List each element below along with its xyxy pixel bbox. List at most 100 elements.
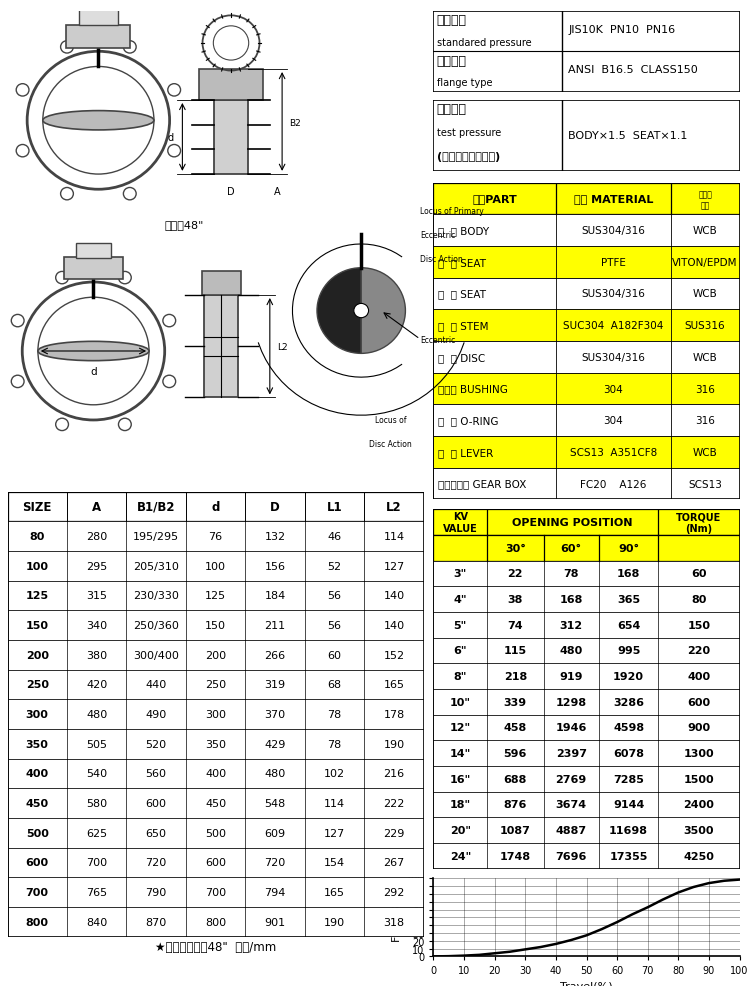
- Bar: [433, 587, 740, 612]
- Text: 140: 140: [383, 620, 404, 630]
- Text: 400: 400: [26, 769, 49, 779]
- Bar: [8, 699, 424, 730]
- Bar: [8, 759, 424, 789]
- Text: VITON/EPDM: VITON/EPDM: [672, 257, 738, 267]
- Text: BODY×1.5  SEAT×1.1: BODY×1.5 SEAT×1.1: [568, 131, 688, 141]
- Text: ANSI  B16.5  CLASS150: ANSI B16.5 CLASS150: [568, 65, 698, 75]
- Text: 700: 700: [26, 887, 49, 897]
- X-axis label: Travel(%): Travel(%): [560, 981, 613, 986]
- Text: 300: 300: [206, 709, 226, 720]
- Bar: [8, 669, 424, 699]
- Bar: [433, 215, 740, 246]
- Bar: [8, 878, 424, 907]
- Text: 505: 505: [86, 740, 107, 749]
- Text: 765: 765: [86, 887, 107, 897]
- Text: 4598: 4598: [613, 723, 644, 733]
- Text: 500: 500: [26, 828, 49, 838]
- Circle shape: [61, 41, 74, 54]
- Circle shape: [11, 376, 24, 388]
- Text: SUS304/316: SUS304/316: [581, 289, 645, 299]
- Bar: [205, 296, 238, 398]
- Text: 22: 22: [508, 569, 523, 579]
- Bar: [8, 551, 424, 581]
- Text: d: d: [211, 500, 220, 514]
- Text: 1087: 1087: [500, 825, 531, 835]
- Text: 24": 24": [450, 851, 471, 861]
- Text: 3": 3": [454, 569, 467, 579]
- Text: 60: 60: [328, 650, 341, 660]
- Text: SCS13  A351CF8: SCS13 A351CF8: [570, 448, 657, 458]
- Text: 168: 168: [560, 595, 583, 604]
- Circle shape: [118, 272, 131, 285]
- Text: KV
VALUE: KV VALUE: [443, 512, 478, 533]
- Text: 12": 12": [450, 723, 471, 733]
- Text: 114: 114: [383, 531, 404, 541]
- Text: 150: 150: [688, 620, 710, 630]
- Wedge shape: [362, 268, 406, 354]
- Text: D: D: [227, 186, 235, 196]
- Text: SUC304  A182F304: SUC304 A182F304: [563, 320, 664, 331]
- Text: 220: 220: [688, 646, 710, 656]
- Text: 156: 156: [265, 561, 286, 571]
- Text: 267: 267: [383, 858, 405, 868]
- Text: 材質: 材質: [700, 201, 709, 210]
- Text: JIS10K  PN10  PN16: JIS10K PN10 PN16: [568, 25, 675, 35]
- Text: 17355: 17355: [610, 851, 648, 861]
- Bar: [433, 468, 740, 500]
- Text: standared pressure: standared pressure: [436, 37, 531, 47]
- Text: 266: 266: [265, 650, 286, 660]
- Bar: [433, 689, 740, 715]
- Text: Eccentric: Eccentric: [420, 231, 455, 240]
- Text: 790: 790: [146, 887, 166, 897]
- Text: 720: 720: [146, 858, 166, 868]
- Text: 688: 688: [504, 774, 527, 784]
- Text: 固定片 BUSHING: 固定片 BUSHING: [438, 385, 508, 394]
- Text: 490: 490: [146, 709, 166, 720]
- Text: 125: 125: [205, 591, 226, 600]
- Text: 46: 46: [328, 531, 341, 541]
- Text: 700: 700: [86, 858, 107, 868]
- Bar: [8, 848, 424, 878]
- Text: 600: 600: [688, 697, 710, 707]
- Text: 68: 68: [328, 679, 341, 689]
- Text: 52: 52: [328, 561, 341, 571]
- Text: 292: 292: [383, 887, 405, 897]
- Text: B1/B2: B1/B2: [137, 500, 176, 514]
- Text: 318: 318: [383, 917, 404, 927]
- Circle shape: [163, 316, 176, 327]
- Text: 720: 720: [265, 858, 286, 868]
- Text: 測試壓力: 測試壓力: [436, 103, 466, 115]
- Text: 625: 625: [86, 828, 107, 838]
- Text: 440: 440: [146, 679, 166, 689]
- Text: 178: 178: [383, 709, 405, 720]
- Text: 450: 450: [205, 799, 226, 809]
- Bar: [433, 638, 740, 664]
- Text: WCB: WCB: [693, 448, 718, 458]
- Text: 650: 650: [146, 828, 166, 838]
- Text: SUS316: SUS316: [685, 320, 725, 331]
- Text: 168: 168: [617, 569, 640, 579]
- Text: OPENING POSITION: OPENING POSITION: [512, 518, 633, 528]
- Text: 80: 80: [692, 595, 706, 604]
- Text: 230/330: 230/330: [134, 591, 179, 600]
- Text: 165: 165: [324, 887, 345, 897]
- Text: 350: 350: [206, 740, 226, 749]
- Text: 152: 152: [383, 650, 404, 660]
- Bar: [433, 561, 740, 587]
- Text: 480: 480: [86, 709, 107, 720]
- Text: 壓力等級: 壓力等級: [436, 14, 466, 28]
- Text: Locus of: Locus of: [375, 416, 406, 425]
- Text: 500: 500: [206, 828, 226, 838]
- Bar: [433, 664, 740, 689]
- Text: 300/400: 300/400: [134, 650, 179, 660]
- Bar: [67, 26, 130, 48]
- Text: 閥  座 SEAT: 閥 座 SEAT: [438, 257, 486, 267]
- Bar: [433, 405, 740, 437]
- Text: 340: 340: [86, 620, 107, 630]
- Text: A: A: [274, 186, 280, 196]
- Text: 1500: 1500: [684, 774, 714, 784]
- Bar: [214, 101, 248, 175]
- Text: 1300: 1300: [684, 748, 714, 758]
- Text: 38: 38: [508, 595, 523, 604]
- Text: 16": 16": [450, 774, 471, 784]
